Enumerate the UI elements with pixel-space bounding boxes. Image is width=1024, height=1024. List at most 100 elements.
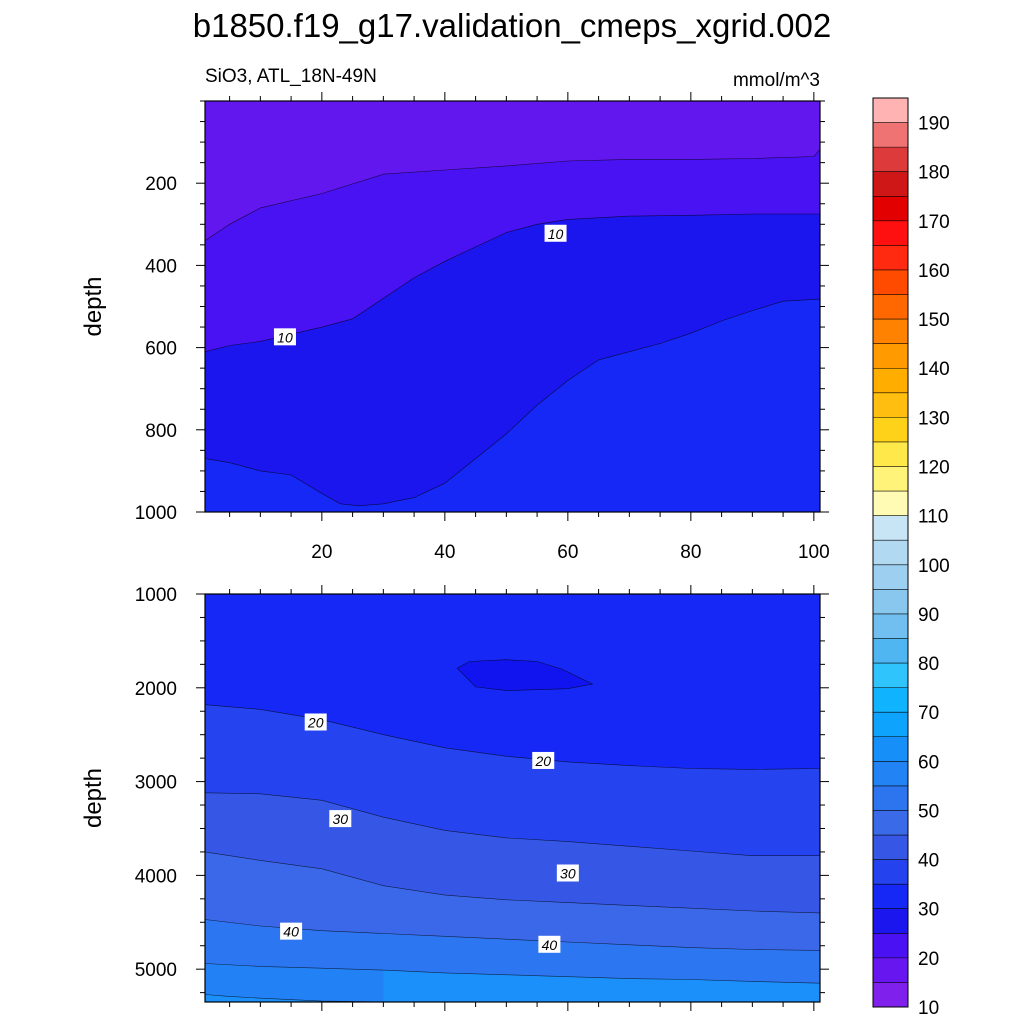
colorbar-label: 90 (918, 605, 939, 626)
x-tick-label: 20 (311, 542, 332, 563)
colorbar-swatch (873, 589, 908, 615)
colorbar-swatch (873, 392, 908, 418)
colorbar-swatch (873, 147, 908, 173)
colorbar-label: 30 (918, 900, 939, 921)
colorbar-label: 140 (918, 359, 950, 380)
y-axis-label: depth (80, 276, 107, 336)
colorbar-swatch (873, 220, 908, 246)
svg-text:20: 20 (534, 753, 551, 769)
colorbar-swatch (873, 638, 908, 664)
y-tick-label: 600 (145, 339, 177, 360)
contour-band-0 (205, 101, 820, 241)
contour-label: 10 (273, 328, 296, 346)
contour-closed-region (456, 659, 594, 691)
colorbar-label: 120 (918, 458, 950, 479)
colorbar-swatch (873, 933, 908, 959)
figure-title: b1850.f19_g17.validation_cmeps_xgrid.002 (193, 7, 831, 44)
colorbar-swatch (873, 294, 908, 320)
svg-text:40: 40 (283, 924, 299, 940)
svg-text:20: 20 (307, 714, 324, 730)
contour-label: 40 (280, 922, 303, 940)
subtitle-variable: SiO3, ATL_18N-49N (205, 66, 377, 87)
lower-panel: 20 20 30 30 40 40 1000 2000 3000 4000 5000 depth (80, 585, 829, 1011)
x-axis (229, 585, 815, 1011)
y-tick-label: 3000 (135, 773, 177, 794)
colorbar-swatch (873, 908, 908, 934)
y-tick-label: 1000 (135, 585, 177, 606)
colorbar-swatch (873, 417, 908, 443)
x-tick-label: 60 (557, 542, 578, 563)
contour-line-0 (205, 149, 820, 241)
svg-text:30: 30 (560, 866, 576, 882)
colorbar-swatch (873, 982, 908, 1008)
contour-line-35 (205, 963, 820, 984)
colorbar: 190 180 170 160 150 140 130 120 110 100 90 80 70 60 50… (872, 97, 950, 1019)
colorbar-swatch (873, 663, 908, 688)
contour-label: 10 (544, 224, 567, 242)
y-axis: 1000 2000 3000 4000 5000 (135, 585, 829, 994)
svg-text:40: 40 (542, 937, 558, 953)
svg-text:10: 10 (548, 226, 564, 242)
y-tick-label: 1000 (135, 503, 177, 524)
colorbar-swatch (873, 122, 908, 148)
contour-fills (205, 594, 820, 1002)
colorbar-swatch (873, 98, 908, 123)
colorbar-label: 100 (918, 556, 950, 577)
contour-label: 20 (532, 751, 555, 769)
colorbar-label: 60 (918, 752, 939, 773)
x-axis: 20 40 60 80 100 (229, 92, 830, 563)
colorbar-swatch (873, 196, 908, 222)
colorbar-swatch (873, 736, 908, 762)
colorbar-swatch (873, 835, 908, 860)
colorbar-swatch (873, 859, 908, 885)
colorbar-swatch (873, 564, 908, 590)
plot-frame (204, 593, 821, 1003)
svg-text:30: 30 (333, 811, 349, 827)
colorbar-swatch (873, 540, 908, 566)
colorbar-swatch (873, 269, 908, 295)
contour-line-15 (205, 704, 820, 770)
contour-line-20 (205, 792, 820, 856)
colorbar-swatch (873, 245, 908, 271)
colorbar-swatch (873, 466, 908, 492)
y-tick-label: 400 (145, 256, 177, 277)
subtitle-units: mmol/m^3 (733, 70, 820, 91)
colorbar-label: 130 (918, 408, 950, 429)
colorbar-swatch (873, 761, 908, 787)
x-tick-label: 100 (798, 542, 830, 563)
contour-label: 20 (304, 713, 327, 731)
upper-panel: 10 10 20 40 60 80 100 200 400 600 800 1000 depth (80, 92, 830, 563)
colorbar-label: 10 (918, 998, 939, 1019)
colorbar-label: 80 (918, 654, 939, 675)
colorbar-swatch (873, 613, 908, 639)
colorbar-swatch (873, 368, 908, 394)
colorbar-label: 160 (918, 261, 950, 282)
y-axis-label: depth (80, 768, 107, 828)
x-tick-label: 80 (680, 542, 701, 563)
y-tick-label: 2000 (135, 679, 177, 700)
svg-text:10: 10 (277, 329, 293, 345)
colorbar-swatch (873, 491, 908, 516)
colorbar-swatch (873, 171, 908, 197)
colorbar-label: 170 (918, 212, 950, 233)
colorbar-swatch (873, 343, 908, 369)
colorbar-swatch (873, 785, 908, 811)
y-tick-label: 800 (145, 421, 177, 442)
colorbar-label: 70 (918, 703, 939, 724)
contour-label: 30 (556, 864, 579, 882)
contour-label: 30 (329, 810, 352, 828)
colorbar-label: 50 (918, 802, 939, 823)
colorbar-label: 20 (918, 949, 939, 970)
contour-fills (205, 101, 820, 512)
colorbar-label: 180 (918, 163, 950, 184)
contour-line-10 (205, 298, 820, 507)
colorbar-swatch (873, 810, 908, 836)
colorbar-swatch (873, 884, 908, 910)
colorbar-label: 190 (918, 114, 950, 135)
contour-line-25 (205, 851, 820, 914)
colorbar-label: 110 (918, 507, 948, 528)
y-axis: 200 400 600 800 1000 (135, 100, 829, 524)
colorbar-label: 150 (918, 310, 950, 331)
colorbar-swatch (873, 687, 908, 713)
